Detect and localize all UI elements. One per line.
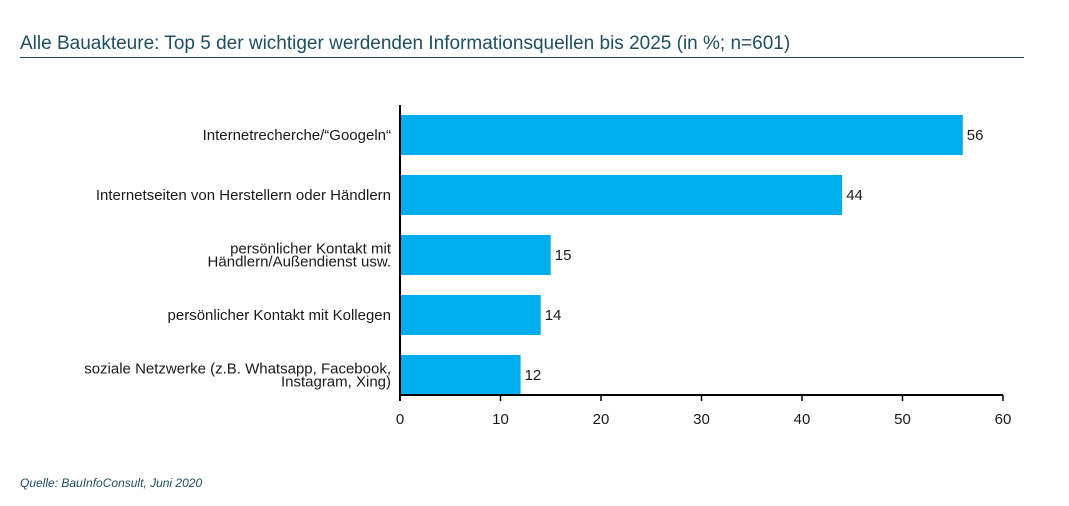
title-underline — [20, 57, 1024, 58]
x-tick-label: 10 — [492, 411, 509, 428]
value-label: 15 — [555, 247, 572, 264]
bar — [400, 175, 843, 215]
x-tick-label: 20 — [593, 411, 610, 428]
value-label: 44 — [846, 187, 863, 204]
value-label: 14 — [545, 307, 562, 324]
x-tick-label: 60 — [995, 411, 1012, 428]
category-label: Internetseiten von Herstellern oder Händ… — [96, 187, 391, 204]
x-tick-label: 30 — [693, 411, 710, 428]
category-label: Internetrecherche/“Googeln“ — [203, 127, 391, 144]
x-tick-label: 50 — [894, 411, 911, 428]
x-tick-label: 0 — [396, 411, 404, 428]
category-label: persönlicher Kontakt mit Händlern/Außendi… — [208, 241, 392, 271]
category-label: soziale Netzwerke (z.B. Whatsapp, Facebo… — [84, 361, 391, 391]
bar — [400, 355, 521, 395]
chart-title: Alle Bauakteure: Top 5 der wichtiger wer… — [20, 33, 791, 54]
value-label: 56 — [967, 127, 984, 144]
value-label: 12 — [525, 367, 542, 384]
x-tick-label: 40 — [794, 411, 811, 428]
category-label: persönlicher Kontakt mit Kollegen — [168, 307, 391, 324]
source-note: Quelle: BauInfoConsult, Juni 2020 — [20, 476, 203, 490]
bar — [400, 115, 963, 155]
bar — [400, 295, 541, 335]
bar — [400, 235, 551, 275]
